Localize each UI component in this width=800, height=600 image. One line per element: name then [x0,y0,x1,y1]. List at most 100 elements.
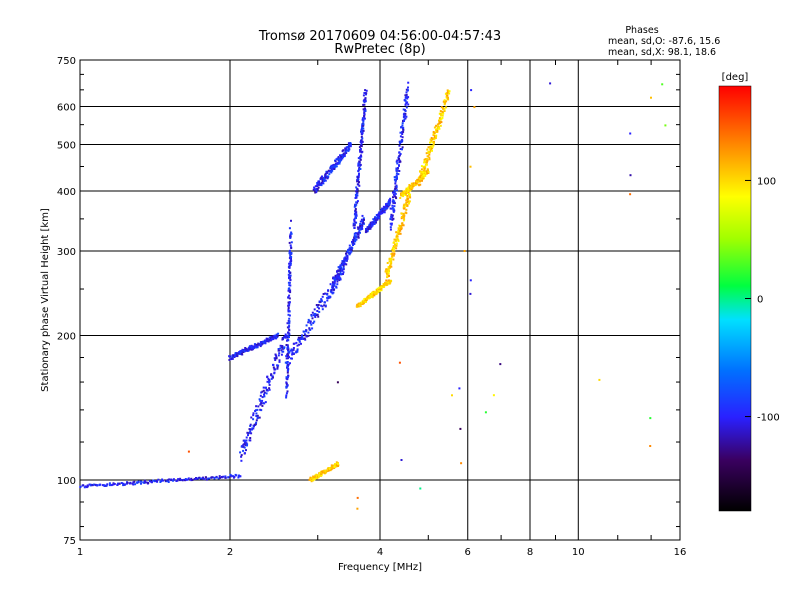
data-point [262,389,265,392]
data-point [395,167,398,170]
data-point [355,236,358,239]
data-point [339,277,342,280]
data-point [358,226,361,229]
data-point [402,128,405,131]
data-point [356,305,358,308]
data-point [397,230,400,232]
data-point [392,248,395,251]
data-point [393,250,396,253]
data-point [348,144,351,147]
data-point [401,136,404,139]
data-point [96,484,99,487]
data-point [395,184,398,187]
data-point [99,483,102,486]
data-point [324,292,327,295]
data-point [378,289,381,292]
data-point [327,467,330,470]
data-point [341,269,344,272]
data-point [428,153,431,156]
data-point [268,380,271,383]
data-point [394,196,397,198]
data-point [393,191,396,194]
data-point [270,377,273,380]
data-point [378,213,381,216]
data-point [270,335,273,338]
data-point [365,93,367,96]
data-point [436,128,439,131]
y-tick-label: 600 [57,103,76,114]
data-point [402,119,405,122]
data-point [328,170,331,173]
data-point [400,194,403,197]
data-point [433,134,436,137]
data-point [393,252,396,255]
data-point [329,283,332,286]
data-point [287,354,290,357]
y-tick-label: 100 [57,476,76,487]
data-point [291,351,294,354]
data-point [289,284,292,287]
data-point [291,353,294,356]
data-point [289,291,292,294]
data-point [358,167,361,169]
data-point [423,167,426,170]
data-point [440,106,443,109]
data-point [402,212,405,215]
data-point [242,449,245,452]
data-point [286,371,289,374]
data-point [322,293,325,295]
colorbar-label: [deg] [722,72,749,83]
data-point [234,352,237,355]
data-point [387,267,390,270]
x-tick-label: 10 [572,547,585,558]
data-point [234,355,237,357]
data-point [376,218,379,221]
data-point [333,281,336,284]
data-point [383,283,386,286]
data-point [243,446,246,449]
data-point [397,233,400,235]
data-point [400,217,403,220]
data-point [360,130,363,133]
data-point [95,484,97,487]
data-point [288,294,291,297]
data-point [390,213,393,216]
data-point [310,480,313,483]
data-point [391,206,394,209]
data-point [324,471,327,474]
data-point [423,169,426,172]
data-point [399,226,402,229]
data-point [313,186,316,189]
data-point [333,466,336,469]
data-point [202,477,204,480]
data-point [440,117,443,120]
data-point [286,345,289,348]
data-point [649,445,652,447]
data-point [396,167,399,169]
data-point [84,485,87,488]
data-point [288,287,291,290]
x-axis-label: Frequency [MHz] [338,562,422,573]
data-point [287,273,290,276]
data-point [244,444,247,447]
data-point [313,308,316,311]
data-point [321,305,324,308]
data-point [91,484,94,486]
data-point [393,205,396,208]
data-point [339,159,342,162]
data-point [395,174,398,177]
data-point [257,405,260,408]
data-point [392,210,395,213]
data-point [285,344,288,346]
data-point [434,137,437,139]
data-point [431,149,433,152]
data-point [407,103,410,106]
data-point [266,376,269,379]
data-point [113,483,116,485]
data-point [314,313,317,316]
data-point [358,163,361,166]
data-point [276,336,278,339]
data-point [386,273,389,276]
data-point [360,218,363,221]
data-point [326,172,329,175]
